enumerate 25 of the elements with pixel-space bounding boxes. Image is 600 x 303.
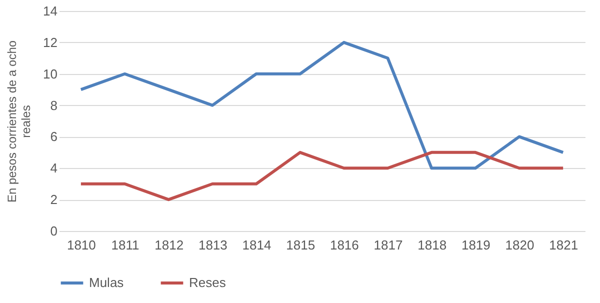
x-tick-label: 1812 [154, 238, 184, 252]
x-tick-label: 1817 [374, 238, 403, 252]
x-tick-label: 1819 [461, 238, 490, 252]
y-tick-label: 6 [50, 129, 58, 144]
legend-label: Mulas [89, 275, 124, 290]
y-tick-label: 4 [50, 160, 58, 176]
x-tick-label: 1810 [66, 238, 96, 252]
x-tick-label: 1818 [418, 238, 447, 252]
line-series [79, 40, 565, 170]
y-tick-label: 12 [43, 34, 58, 50]
x-tick-label: 1811 [111, 238, 140, 252]
x-tick-label: 1815 [286, 238, 316, 252]
y-tick-label: 0 [50, 224, 58, 238]
x-tick-label: 1813 [198, 238, 228, 252]
y-tick-label: 8 [50, 98, 58, 113]
legend-label: Reses [189, 275, 226, 290]
x-tick-label: 1821 [549, 238, 578, 252]
x-tick-label: 1814 [242, 238, 272, 252]
line-series [79, 150, 565, 202]
y-tick-label: 10 [43, 66, 58, 82]
y-tick-label: 2 [50, 192, 58, 208]
y-tick-label: 14 [43, 4, 58, 18]
x-tick-label: 1816 [330, 238, 359, 252]
y-axis-title: En pesos corrientes de a ocho reales [5, 40, 34, 203]
x-tick-label: 1820 [505, 238, 534, 252]
